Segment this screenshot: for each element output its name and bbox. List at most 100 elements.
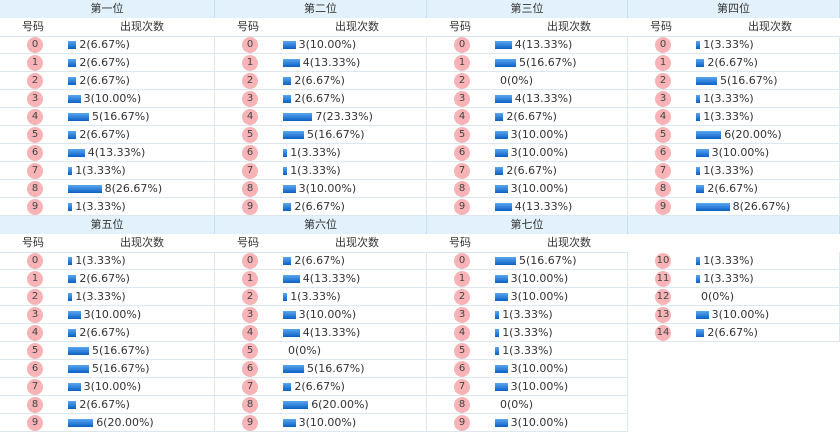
table-row xyxy=(427,144,628,162)
count-bar xyxy=(495,365,508,373)
count-bar xyxy=(68,113,89,121)
number-ball: 6 xyxy=(27,145,43,161)
number-ball: 7 xyxy=(27,379,43,395)
table-row xyxy=(215,162,427,180)
count-bar xyxy=(495,131,508,139)
count-label: 2(6.67%) xyxy=(79,128,130,141)
number-ball: 3 xyxy=(454,91,470,107)
count-label: 5(16.67%) xyxy=(307,128,365,141)
count-label: 1(3.33%) xyxy=(502,308,553,321)
number-ball: 6 xyxy=(655,145,671,161)
table-row xyxy=(215,90,427,108)
number-ball: 6 xyxy=(27,361,43,377)
count-bar xyxy=(68,347,89,355)
table-row xyxy=(427,126,628,144)
number-ball: 5 xyxy=(27,343,43,359)
table-row xyxy=(0,360,215,378)
count-bar xyxy=(68,419,94,427)
count-bar xyxy=(495,293,508,301)
col-header: 出现次数 xyxy=(66,18,215,37)
count-label: 5(16.67%) xyxy=(92,110,150,123)
count-bar xyxy=(68,383,81,391)
table-row xyxy=(215,198,427,216)
number-ball: 9 xyxy=(655,199,671,215)
table-row xyxy=(215,108,427,126)
number-ball: 3 xyxy=(27,91,43,107)
count-label: 8(26.67%) xyxy=(732,200,791,213)
count-label: 3(10.00%) xyxy=(298,182,357,195)
number-ball: 4 xyxy=(242,325,258,341)
count-label: 4(13.33%) xyxy=(87,146,146,159)
count-label: 0(0%) xyxy=(500,74,534,87)
col-header: 号码 xyxy=(0,234,66,253)
number-ball: 2 xyxy=(242,289,258,305)
count-bar xyxy=(68,365,89,373)
count-bar xyxy=(68,149,85,157)
number-ball: 7 xyxy=(27,163,43,179)
table-row xyxy=(427,54,628,72)
number-ball: 5 xyxy=(27,127,43,143)
table-row xyxy=(0,342,215,360)
table-row xyxy=(427,36,628,54)
count-bar xyxy=(68,311,81,319)
panel-header: 第一位 xyxy=(0,0,215,18)
number-ball: 9 xyxy=(242,199,258,215)
number-ball: 4 xyxy=(454,109,470,125)
count-label: 2(6.67%) xyxy=(294,380,345,393)
table-row xyxy=(427,396,628,414)
count-bar xyxy=(68,59,77,67)
number-ball: 0 xyxy=(27,37,43,53)
count-bar xyxy=(283,167,288,175)
count-bar xyxy=(283,95,292,103)
count-label: 2(6.67%) xyxy=(506,110,557,123)
count-label: 3(10.00%) xyxy=(298,38,357,51)
panel-header: 第七位 xyxy=(427,216,628,234)
table-row xyxy=(0,252,215,270)
count-label: 3(10.00%) xyxy=(711,308,770,321)
count-bar xyxy=(495,347,500,355)
count-label: 2(6.67%) xyxy=(79,74,130,87)
number-ball: 9 xyxy=(242,415,258,431)
table-row xyxy=(215,324,427,342)
count-bar xyxy=(283,203,292,211)
count-bar xyxy=(495,95,512,103)
count-label: 2(6.67%) xyxy=(294,74,345,87)
count-bar xyxy=(283,113,313,121)
number-ball: 2 xyxy=(27,73,43,89)
number-ball: 1 xyxy=(27,55,43,71)
count-bar xyxy=(495,257,516,265)
count-label: 1(3.33%) xyxy=(703,38,754,51)
table-row xyxy=(0,378,215,396)
count-bar xyxy=(283,275,300,283)
table-row xyxy=(0,162,215,180)
col-header: 号码 xyxy=(427,234,493,253)
count-bar xyxy=(68,131,77,139)
number-ball: 6 xyxy=(454,361,470,377)
count-bar xyxy=(696,77,717,85)
count-label: 2(6.67%) xyxy=(294,254,345,267)
table-row xyxy=(427,90,628,108)
number-ball: 6 xyxy=(454,145,470,161)
count-label: 6(20.00%) xyxy=(96,416,154,429)
col-header: 号码 xyxy=(628,18,694,37)
count-bar xyxy=(495,59,516,67)
number-ball: 8 xyxy=(655,181,671,197)
number-ball: 3 xyxy=(242,91,258,107)
table-row xyxy=(215,252,427,270)
table-row xyxy=(0,396,215,414)
number-ball: 0 xyxy=(454,37,470,53)
panel-header: 第五位 xyxy=(0,216,215,234)
count-label: 3(10.00%) xyxy=(510,182,569,195)
number-ball: 1 xyxy=(454,55,470,71)
number-ball: 0 xyxy=(27,253,43,269)
count-bar xyxy=(68,401,77,409)
count-label: 8(26.67%) xyxy=(104,182,163,195)
count-label: 4(13.33%) xyxy=(514,92,573,105)
number-ball: 14 xyxy=(655,325,671,341)
count-bar xyxy=(696,41,701,49)
count-label: 2(6.67%) xyxy=(506,164,557,177)
number-ball: 5 xyxy=(242,343,258,359)
count-bar xyxy=(495,113,504,121)
number-ball: 8 xyxy=(242,397,258,413)
table-row xyxy=(0,198,215,216)
